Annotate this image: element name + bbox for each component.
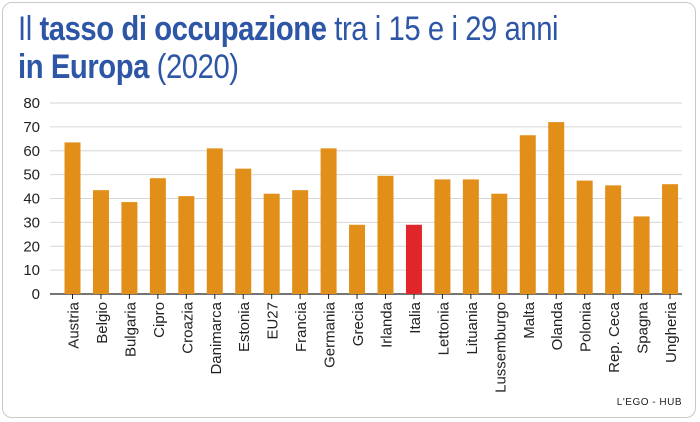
bar xyxy=(149,178,166,294)
y-tick-label: 70 xyxy=(23,119,40,136)
x-tick-label: Lettonia xyxy=(435,301,452,355)
bar xyxy=(633,216,650,294)
y-tick-label: 10 xyxy=(23,262,40,279)
x-tick-label: Ungheria xyxy=(663,301,680,363)
bar xyxy=(462,179,479,294)
credit-label: L'EGO - HUB xyxy=(616,397,682,408)
y-tick-label: 50 xyxy=(23,167,40,184)
bar xyxy=(320,148,337,294)
x-tick-label: Polonia xyxy=(578,301,595,352)
bar xyxy=(92,190,109,294)
title-text-1: Il xyxy=(18,10,40,48)
bar xyxy=(548,122,565,294)
title-line-2: in Europa (2020) xyxy=(18,48,558,86)
bar xyxy=(576,180,593,294)
x-tick-label: Lussemburgo xyxy=(492,302,509,393)
bar xyxy=(349,224,366,294)
x-tick-label: Olanda xyxy=(549,301,566,350)
y-tick-label: 20 xyxy=(23,238,40,255)
y-tick-label: 30 xyxy=(23,214,40,231)
bar xyxy=(605,185,622,294)
bar xyxy=(405,224,422,294)
x-tick-label: Germania xyxy=(322,301,339,368)
x-tick-label: EU27 xyxy=(265,302,282,340)
x-tick-label: Croazia xyxy=(179,301,196,353)
x-tick-label: Grecia xyxy=(350,301,367,346)
chart-title: Il tasso di occupazione tra i 15 e i 29 … xyxy=(18,10,559,86)
bar xyxy=(121,202,138,294)
title-line-1: Il tasso di occupazione tra i 15 e i 29 … xyxy=(18,10,559,48)
x-tick-label: Malta xyxy=(521,301,538,338)
x-tick-label: Francia xyxy=(293,301,310,352)
title-text-2: tra i 15 e i 29 anni xyxy=(326,10,559,48)
bar xyxy=(178,196,195,294)
x-tick-label: Belgio xyxy=(94,302,111,344)
x-tick-label: Spagna xyxy=(635,301,652,353)
bar xyxy=(235,168,252,294)
x-tick-label: Bulgaria xyxy=(122,301,139,357)
x-tick-label: Irlanda xyxy=(379,301,396,348)
y-tick-label: 0 xyxy=(32,286,40,303)
bar xyxy=(263,193,280,294)
x-tick-label: Estonia xyxy=(236,301,253,352)
x-tick-label: Danimarca xyxy=(208,301,225,374)
bar xyxy=(491,193,508,294)
title-text-bold-2: in Europa xyxy=(18,48,149,86)
title-text-3: (2020) xyxy=(148,48,239,86)
title-text-bold-1: tasso di occupazione xyxy=(39,10,327,48)
bar xyxy=(206,148,223,294)
y-tick-label: 60 xyxy=(23,143,40,160)
bar xyxy=(377,175,394,294)
x-tick-label: Cipro xyxy=(151,302,168,338)
bar xyxy=(434,179,451,294)
x-tick-label: Lituania xyxy=(464,301,481,354)
x-tick-label: Austria xyxy=(66,301,83,348)
bar xyxy=(64,142,81,294)
x-tick-label: Rep. Ceca xyxy=(606,301,623,373)
y-tick-label: 40 xyxy=(23,191,40,208)
x-tick-label: Italia xyxy=(407,301,424,333)
y-tick-label: 80 xyxy=(23,95,40,112)
bar xyxy=(662,184,679,294)
bar xyxy=(519,135,536,294)
bar xyxy=(292,190,309,294)
